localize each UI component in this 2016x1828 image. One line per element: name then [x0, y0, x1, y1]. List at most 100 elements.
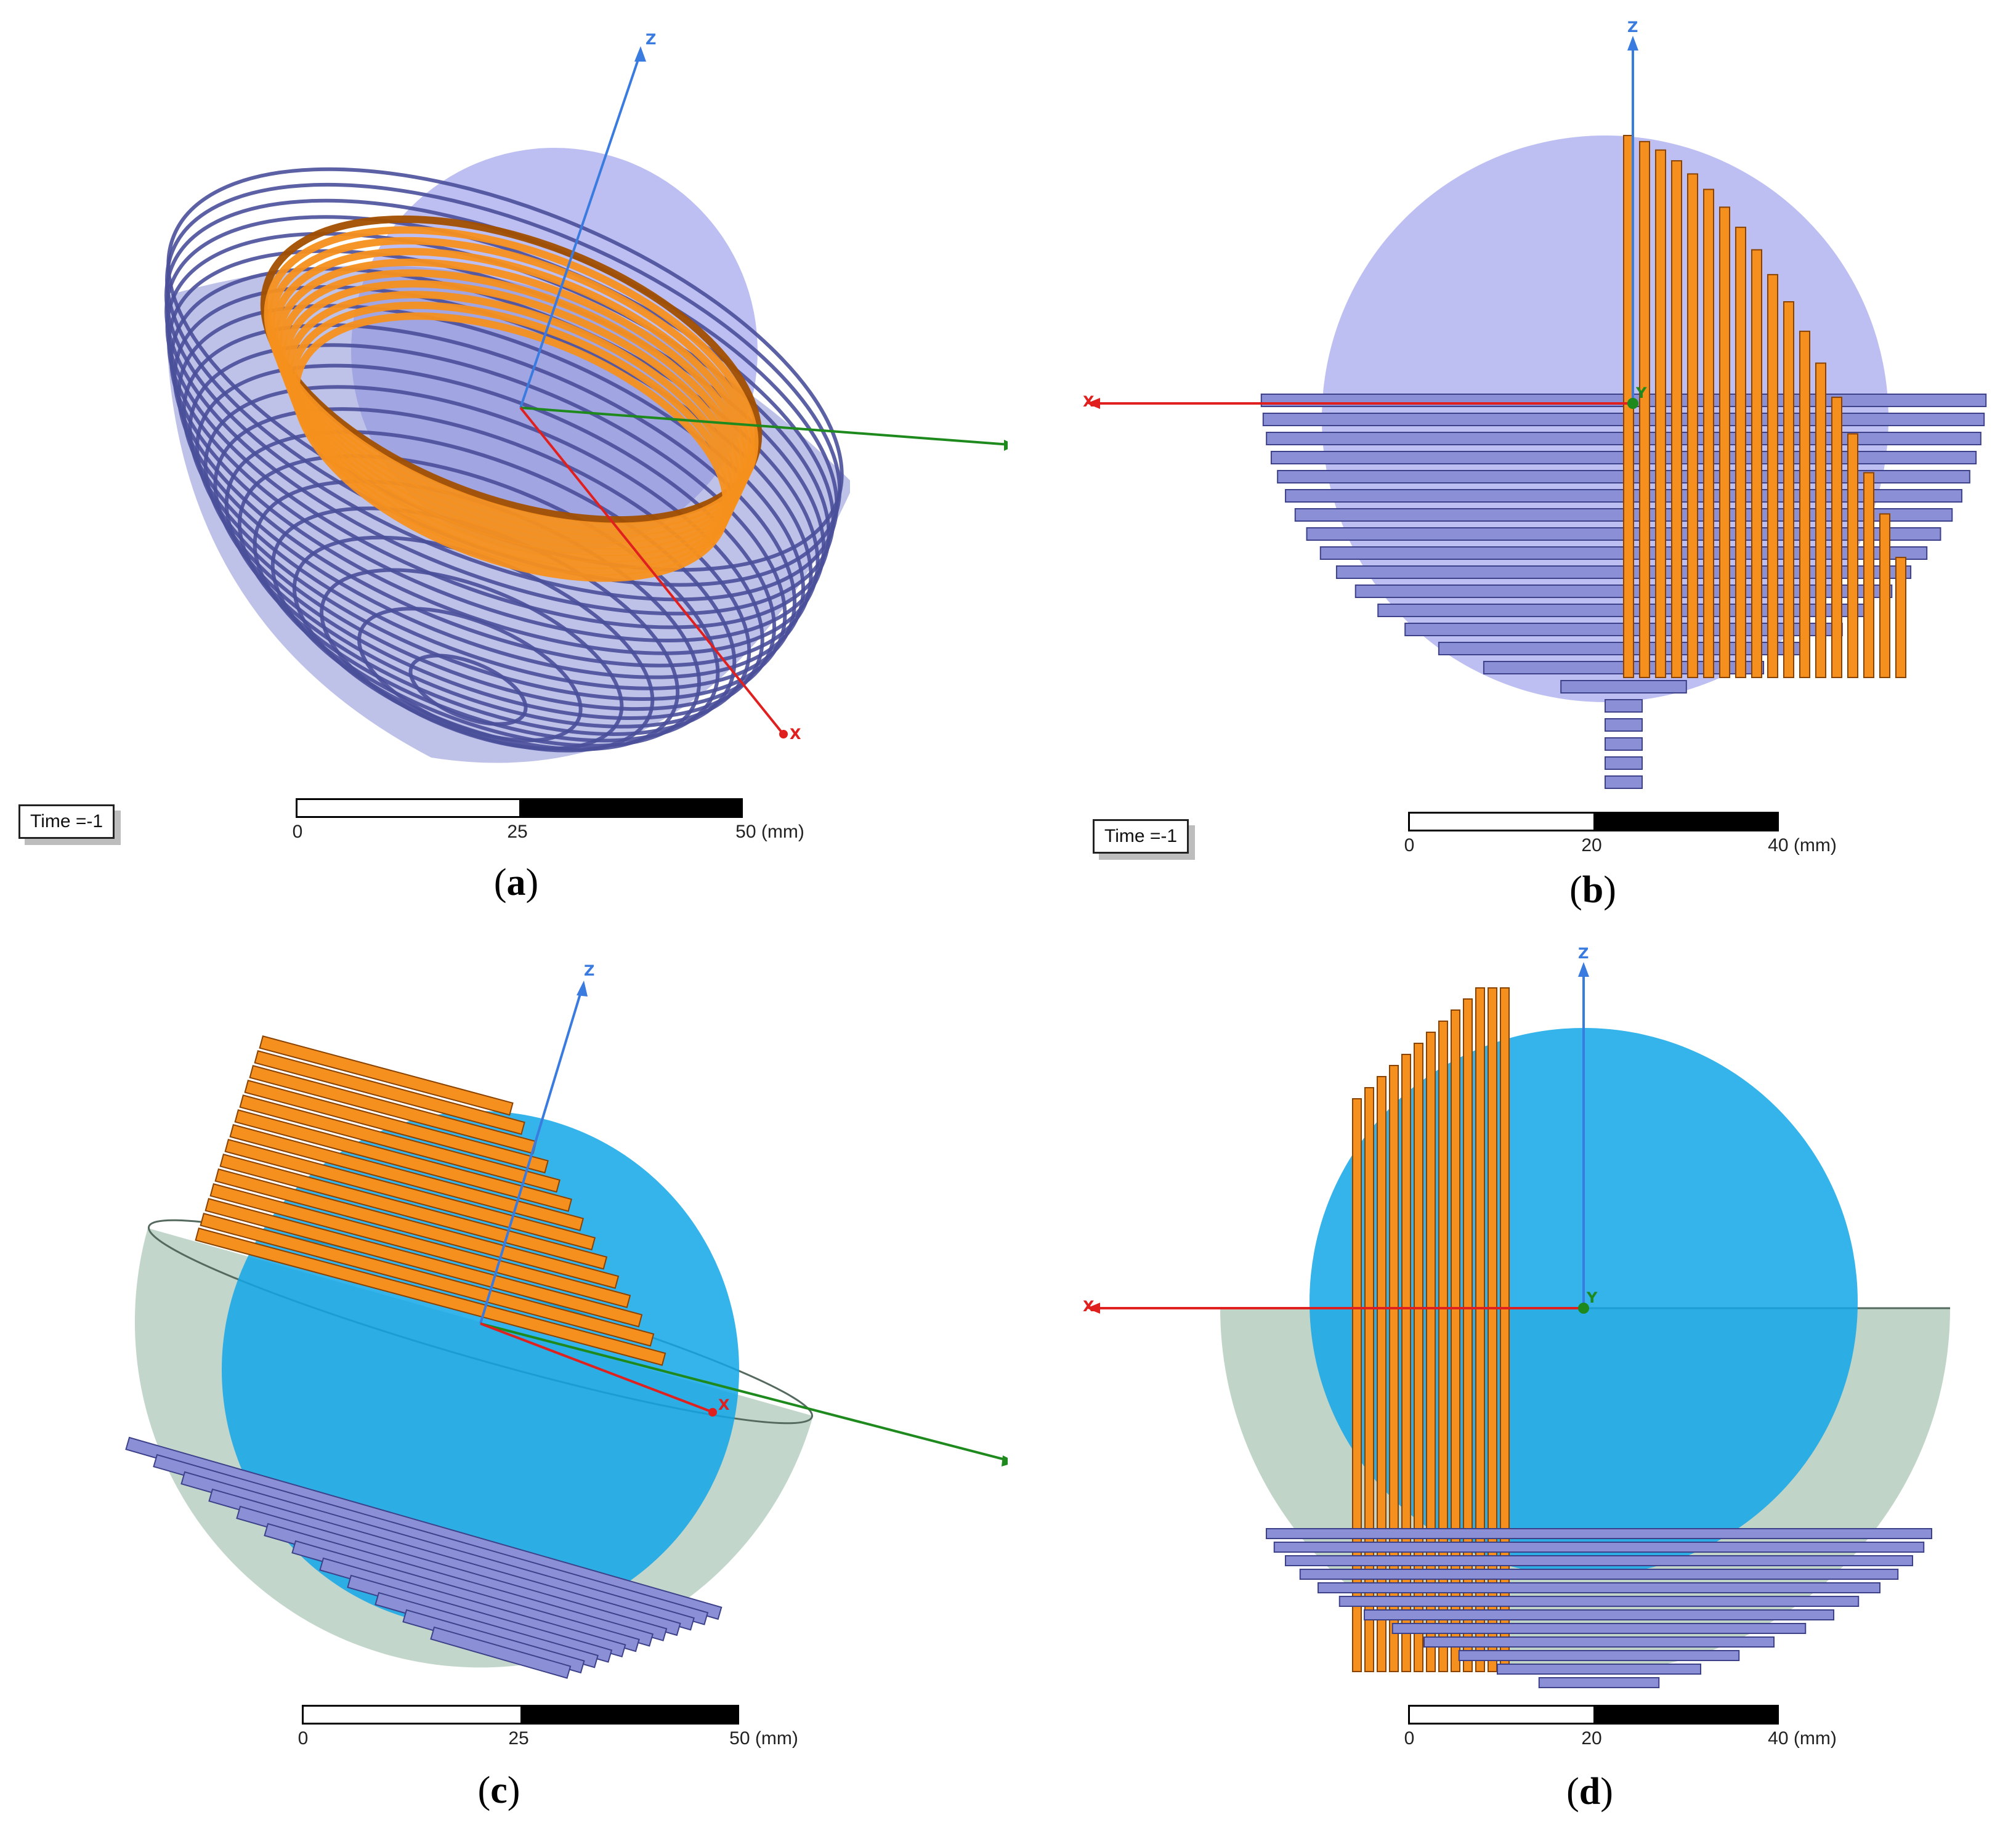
blue-coil-ring	[357, 607, 583, 743]
blue-coil-ring	[188, 343, 787, 701]
blue-coil-bar	[1364, 1609, 1834, 1620]
axis-label-x: X	[1083, 1298, 1095, 1315]
orange-coil-turn	[229, 1124, 585, 1231]
blue-coil-bar	[1458, 1650, 1740, 1661]
blue-coil-bar	[1538, 1677, 1660, 1688]
orange-coil-turn	[244, 1080, 549, 1174]
axis-label-y: Y	[1635, 384, 1647, 402]
blue-coil-bar	[1318, 1582, 1880, 1593]
blue-coil-bar	[1338, 1596, 1860, 1607]
orange-coil-turn	[214, 1168, 620, 1289]
blue-coil-bar	[1273, 1542, 1925, 1553]
blue-coil-bar	[1391, 1623, 1807, 1634]
orange-coil-column	[1463, 998, 1473, 1672]
axis-label-y: Y	[1586, 1289, 1598, 1306]
blue-coil-bar	[1605, 699, 1643, 713]
orange-coil-column	[1401, 1054, 1411, 1672]
orange-coil-column	[1751, 249, 1762, 679]
blue-coil-bar	[1605, 737, 1643, 751]
blue-coil-stack	[1266, 1528, 1932, 1688]
blue-coil-ring	[408, 653, 528, 726]
orange-coil-columns	[1623, 135, 1906, 679]
blue-coil-bar	[1266, 1528, 1932, 1539]
panel-d: Z X Y 0 20 40 (mm) (d)	[1008, 914, 2015, 1828]
scale-bar	[296, 798, 743, 818]
blue-coil-ring	[320, 568, 624, 751]
scale-tick: 0	[298, 1728, 309, 1749]
scale-tick: 0	[1404, 1728, 1415, 1749]
panel-caption: (d)	[1566, 1771, 1613, 1813]
orange-coil-turn	[259, 1035, 514, 1116]
orange-coil-column	[1879, 513, 1890, 679]
orange-coil-column	[1831, 397, 1842, 678]
orange-coil-turn	[195, 1227, 666, 1366]
scale-tick: 0	[292, 822, 303, 842]
scale-tick: 40 (mm)	[1768, 835, 1837, 855]
blue-coil-ring	[177, 304, 805, 679]
blue-coil-ring	[172, 285, 813, 668]
scale-tick: 40 (mm)	[1768, 1728, 1837, 1749]
axes: Z Y X	[519, 31, 1008, 743]
orange-coil-column	[1687, 173, 1698, 678]
panel-d-3d-view: Z X Y	[1083, 945, 1950, 1688]
axis-label-x: X	[718, 1396, 730, 1413]
orange-coil-column	[1364, 1087, 1374, 1672]
panel-c-3d-view: Z Y X	[125, 962, 1008, 1679]
scale-tick: 20	[1581, 835, 1602, 855]
orange-coil-column	[1451, 1009, 1460, 1672]
axis-label-x: X	[1083, 393, 1095, 410]
scale-tick: 0	[1404, 835, 1415, 855]
scale-tick: 25	[507, 822, 528, 842]
orange-coil-turn	[204, 1198, 643, 1328]
blue-coil-ring	[182, 323, 796, 690]
panel-caption: (c)	[477, 1769, 520, 1811]
orange-coil-column	[1735, 227, 1746, 679]
orange-coil-column	[1815, 362, 1826, 678]
orange-coil-column	[1639, 140, 1650, 678]
axis-label-x: X	[790, 726, 801, 743]
axes: Z X Y	[1083, 18, 1647, 410]
blue-coil-ring	[224, 430, 737, 736]
axes: Z Y X	[479, 962, 1008, 1466]
blue-coil-bar	[1605, 756, 1643, 770]
orange-coil-column	[1863, 472, 1874, 678]
orange-coil-turn	[234, 1109, 572, 1212]
blue-coil-bar	[1605, 718, 1643, 732]
axis-label-z: Z	[646, 31, 656, 48]
blue-coil-bar	[1560, 680, 1687, 694]
panel-b: Z X Y Time =-1 0 20 40 (mm) (b)	[1008, 0, 2015, 914]
orange-coil-turn	[254, 1050, 525, 1135]
orange-coil-column	[1847, 433, 1858, 679]
blue-coil-bar	[1299, 1569, 1899, 1580]
axis-label-z: Z	[1578, 945, 1589, 962]
panel-b-3d-view: Z X Y	[1083, 18, 1987, 789]
orange-coil-column	[1414, 1043, 1423, 1672]
orange-coil-column	[1475, 987, 1485, 1672]
orange-coil-turn	[209, 1183, 631, 1308]
blue-coil-ring	[213, 407, 751, 729]
orange-coil-column	[1438, 1021, 1448, 1672]
blue-coil-bar	[1605, 775, 1643, 789]
orange-coil-turn	[219, 1154, 608, 1270]
panel-a: Z Y X Time =-1 0 25 50 (mm) (a)	[0, 0, 1008, 914]
orange-coil-column	[1671, 160, 1682, 679]
panel-caption: (b)	[1569, 869, 1616, 911]
orange-coil-column	[1655, 149, 1666, 679]
axis-label-z: Z	[1627, 18, 1638, 36]
orange-coil-column	[1895, 557, 1906, 678]
blue-coil-ring	[203, 385, 764, 721]
orange-coil-turn	[224, 1139, 596, 1251]
blue-coil-bar	[1497, 1664, 1701, 1675]
scale-tick: 50 (mm)	[735, 822, 804, 842]
orange-coil-ring-turn	[292, 312, 731, 582]
orange-coil-column	[1799, 330, 1810, 678]
orange-coil-column	[1783, 301, 1794, 678]
scale-tick: 20	[1581, 1728, 1602, 1749]
panel-a-3d-view: Z Y X	[164, 31, 1008, 763]
time-indicator: Time =-1	[18, 804, 115, 839]
orange-coil-columns	[1352, 987, 1510, 1672]
scale-tick: 25	[508, 1728, 529, 1749]
scale-bar	[1408, 812, 1779, 831]
blue-coil-bar	[1285, 1555, 1913, 1566]
orange-coil-column	[1703, 188, 1714, 678]
